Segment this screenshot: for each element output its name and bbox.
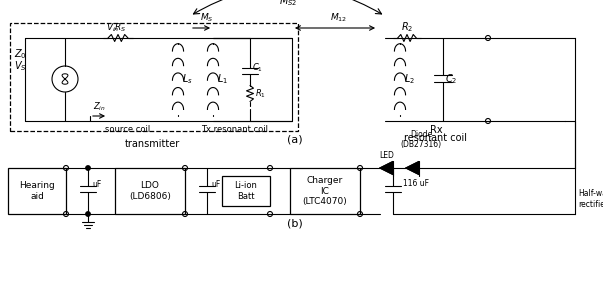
Text: Half-wave
rectifier: Half-wave rectifier [578,189,603,209]
Text: Diode
(DB27316): Diode (DB27316) [400,130,441,150]
Text: $C_1$: $C_1$ [252,61,263,74]
Text: Rx: Rx [430,125,443,135]
Text: $R_2$: $R_2$ [401,20,413,34]
Text: $R_1$: $R_1$ [255,87,266,100]
Text: Hearing
aid: Hearing aid [19,181,55,201]
Text: $V_S$: $V_S$ [14,59,27,73]
Text: Li-ion
Batt: Li-ion Batt [235,181,257,201]
Bar [10,23,298,131]
Polygon shape [380,162,393,174]
Text: $M_{S2}$: $M_{S2}$ [279,0,297,8]
Circle shape [86,212,90,216]
Bar [222,176,270,206]
Text: LDO
(LD6806): LDO (LD6806) [129,181,171,201]
Text: resonant coil: resonant coil [405,133,467,143]
Text: 116 uF: 116 uF [403,179,429,188]
Bar [115,168,185,214]
Bar [290,168,360,214]
Text: uF: uF [211,180,220,189]
Text: $M_{12}$: $M_{12}$ [330,11,347,24]
Text: $Z_0$: $Z_0$ [14,47,27,61]
Text: LED: LED [379,150,394,160]
Text: (b): (b) [287,218,303,228]
Text: $L_1$: $L_1$ [217,73,228,86]
Text: Charger
IC
(LTC4070): Charger IC (LTC4070) [303,176,347,206]
Text: (a): (a) [287,135,303,145]
Text: $C_2$: $C_2$ [445,73,457,86]
Text: uF: uF [92,180,101,189]
Text: Tx resonant coil: Tx resonant coil [201,125,268,134]
Text: transmitter: transmitter [124,139,180,149]
Text: $L_s$: $L_s$ [182,73,193,86]
Text: $M_S$: $M_S$ [200,11,213,24]
Bar [8,168,66,214]
Polygon shape [406,162,419,174]
Text: $Z_{in}$: $Z_{in}$ [93,100,106,113]
Circle shape [86,166,90,170]
Text: $R_S$: $R_S$ [114,21,126,34]
Text: $V_{in}$: $V_{in}$ [106,21,120,34]
Text: source coil: source coil [106,125,151,134]
Text: $L_2$: $L_2$ [404,73,415,86]
